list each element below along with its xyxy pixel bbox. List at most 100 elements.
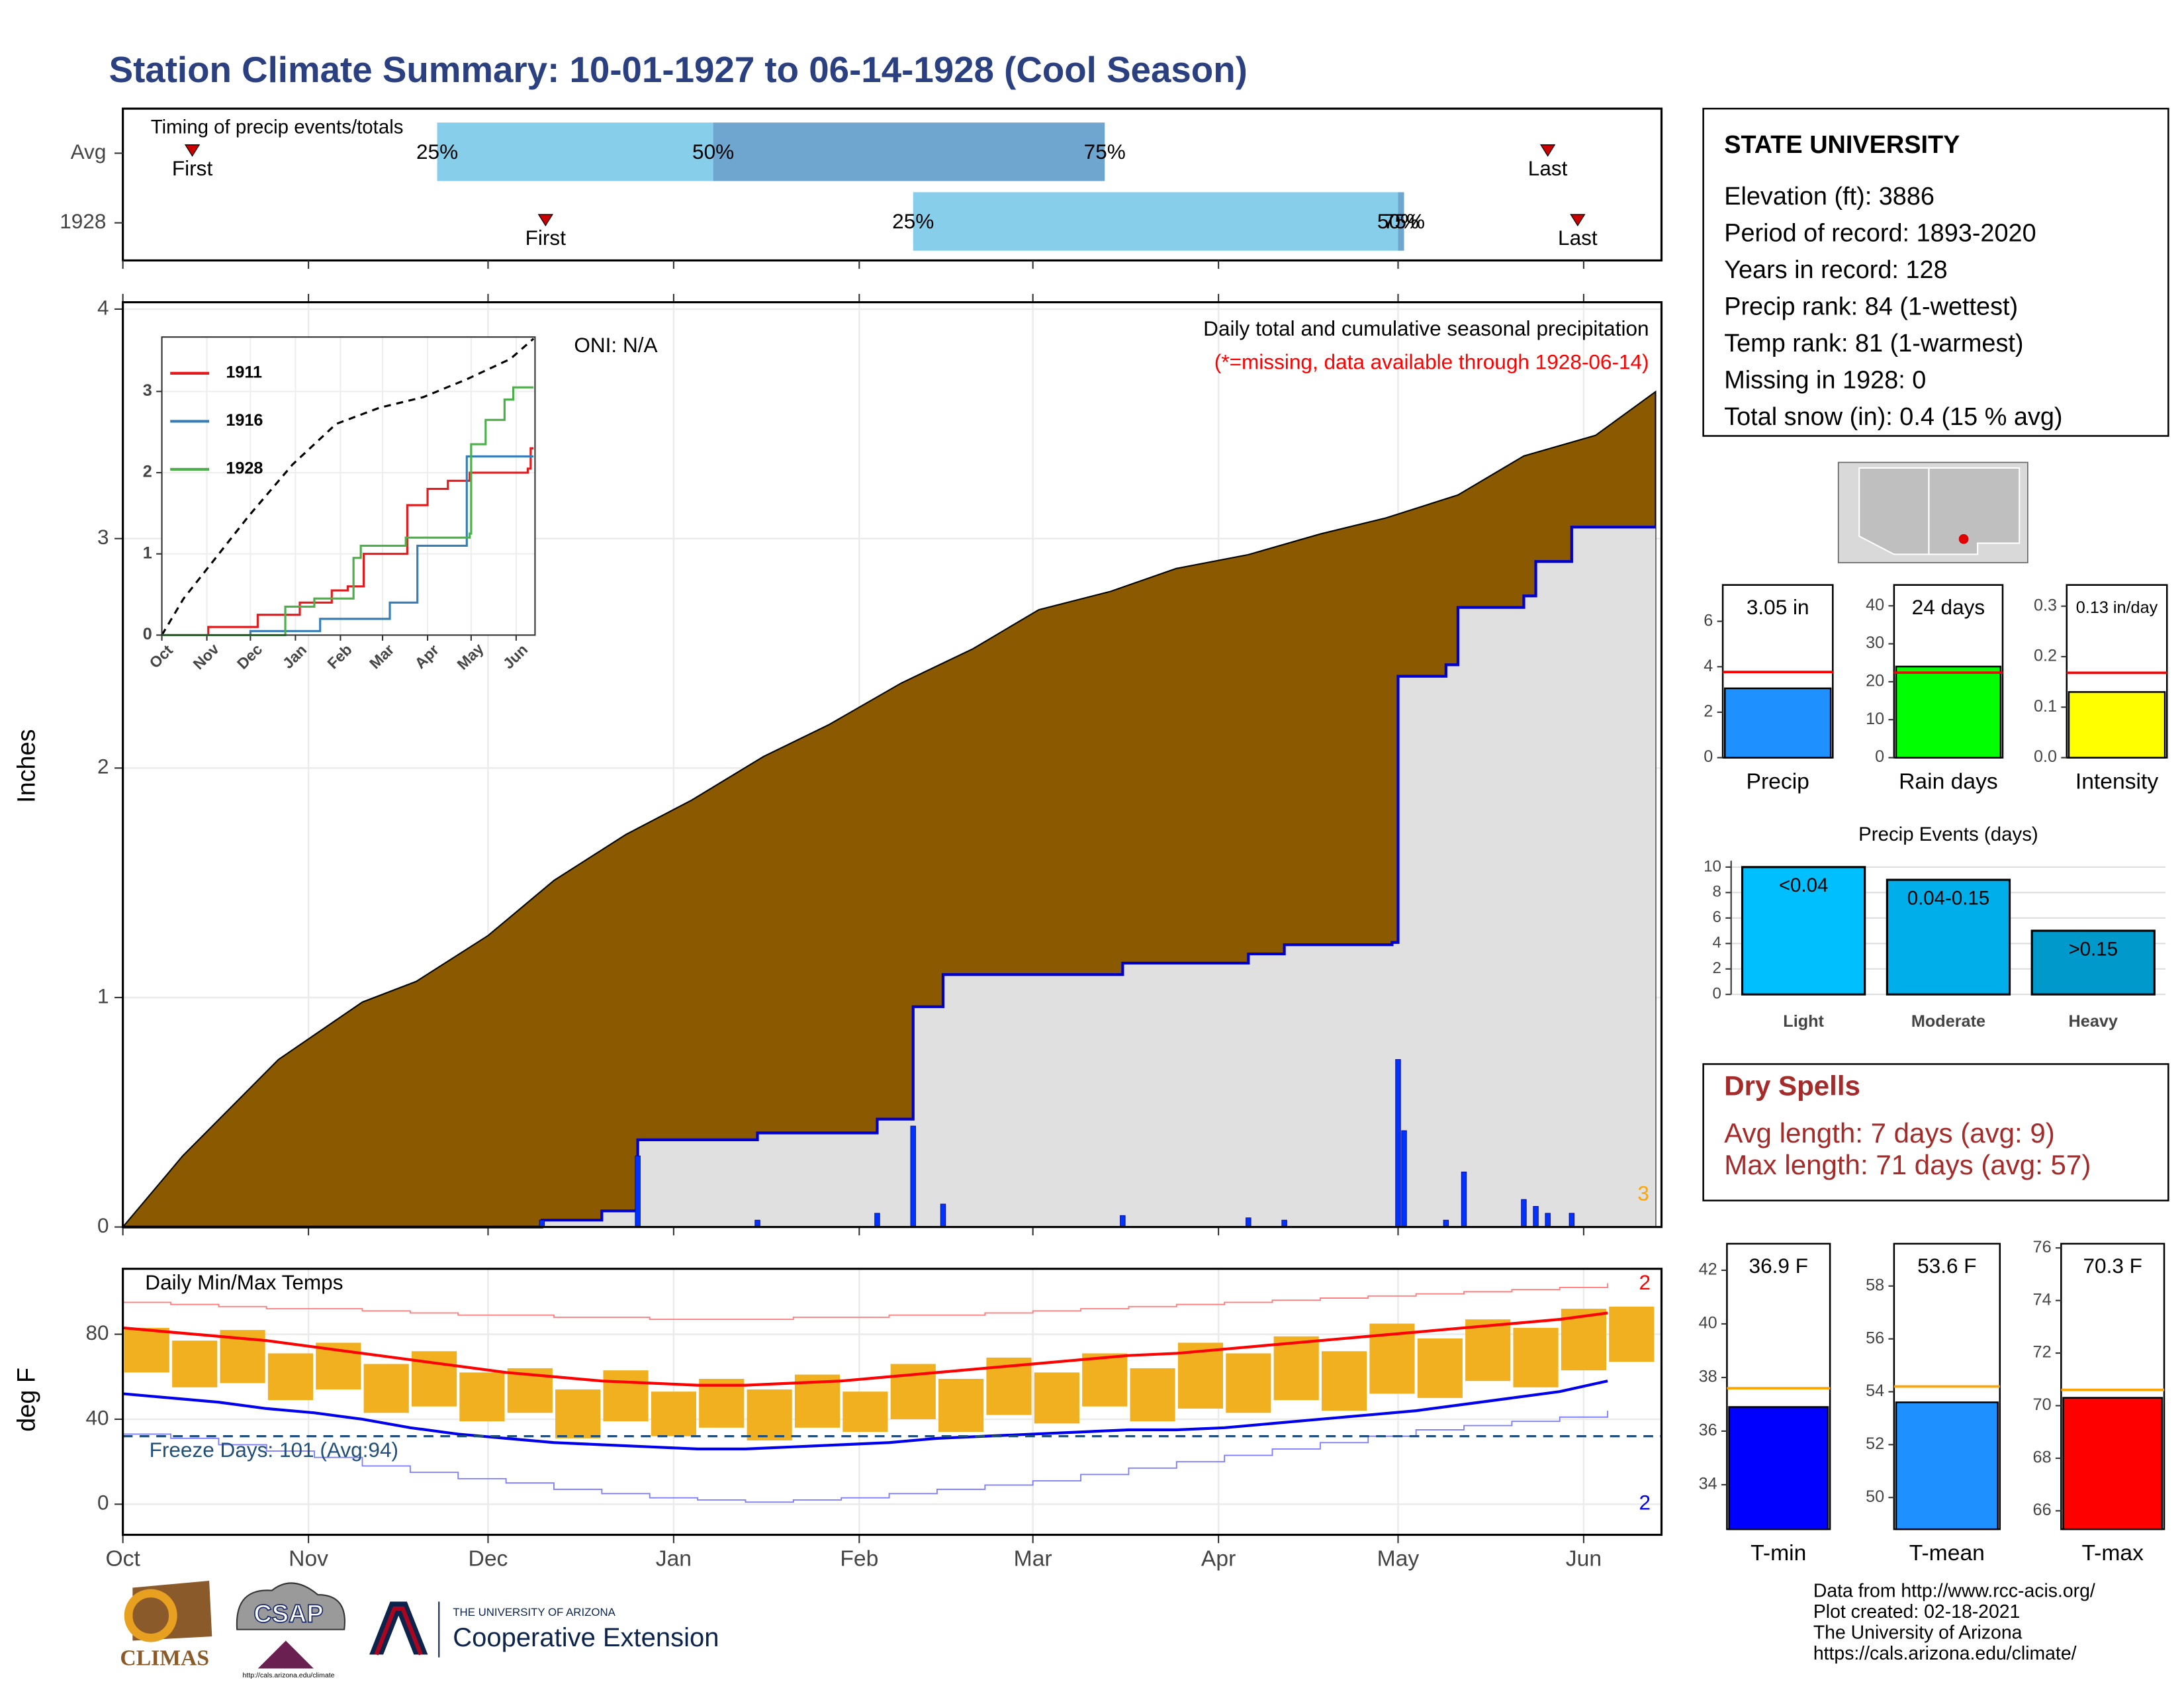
daily-temp-bar	[363, 1364, 409, 1413]
y-tick-label: 10	[1866, 710, 1884, 728]
x-axis-label: T-max	[2081, 1541, 2144, 1566]
page-title: Station Climate Summary: 10-01-1927 to 0…	[109, 49, 1248, 90]
daily-temp-bar	[1465, 1319, 1511, 1382]
missing-note: (*=missing, data available through 1928-…	[1214, 350, 1649, 373]
daily-temp-bar	[124, 1327, 169, 1373]
x-tick-label: Heavy	[2069, 1012, 2118, 1031]
csap-cloud	[236, 1582, 345, 1630]
daily-precip-bar	[1401, 1130, 1407, 1228]
y-tick-label: 40	[1699, 1314, 1717, 1333]
x-axis-label: Precip	[1746, 769, 1809, 794]
mini-bar	[1895, 1401, 1999, 1530]
y-tick-label: 66	[2033, 1501, 2052, 1519]
mini-bar	[1895, 665, 2002, 759]
y-tick-label: 0	[97, 1213, 109, 1237]
event-bar	[2030, 929, 2156, 996]
y-tick-label: 0	[1704, 747, 1713, 766]
x-tick-label: Apr	[1201, 1546, 1236, 1571]
station-box	[1702, 107, 2169, 437]
daily-temp-bar	[699, 1378, 745, 1428]
record-min-line	[122, 1411, 1609, 1503]
y-tick-label: 58	[1866, 1276, 1884, 1294]
x-tick-label: Nov	[289, 1546, 328, 1571]
y-tick-label: 70	[2033, 1395, 2052, 1414]
y-tick-label: 6	[1704, 611, 1713, 630]
event-label: Last	[1528, 156, 1568, 180]
y-tick-label: 54	[1866, 1382, 1884, 1400]
daily-temp-bar	[459, 1372, 505, 1422]
x-axis-label: T-min	[1751, 1541, 1806, 1566]
series-line	[161, 447, 534, 636]
avg-max-line	[122, 1311, 1608, 1387]
series-line	[161, 386, 534, 636]
event-marker	[1539, 144, 1556, 157]
footer-line: The University of Arizona	[1813, 1622, 2023, 1643]
daily-temp-bar	[172, 1340, 218, 1387]
daily-temp-bar	[603, 1370, 649, 1422]
quartile-label: 75%	[1084, 140, 1126, 164]
station-line: Period of record: 1893-2020	[1724, 219, 2036, 247]
x-tick-label: Oct	[105, 1546, 140, 1571]
row-label: Avg	[71, 140, 107, 164]
climas-logo-text: CLIMAS	[120, 1646, 209, 1671]
chart-subtitle: Daily total and cumulative seasonal prec…	[1203, 316, 1649, 340]
ua-top-text: THE UNIVERSITY OF ARIZONA	[453, 1606, 615, 1618]
station-line: Years in record: 128	[1724, 256, 1947, 284]
dry-spells-title: Dry Spells	[1724, 1070, 1860, 1101]
y-tick-label: 0.2	[2034, 647, 2057, 665]
map-state	[1928, 467, 2021, 555]
locator-map	[1837, 461, 2028, 563]
daily-precip-bar	[910, 1125, 916, 1228]
daily-precip-bar	[1569, 1213, 1575, 1228]
y-tick-label: 76	[2033, 1238, 2052, 1256]
value-label: 3.05 in	[1747, 595, 1809, 619]
y-tick-label: 8	[1713, 883, 1721, 901]
y-tick-label: 0	[1713, 985, 1721, 1003]
quartile-bar	[1398, 192, 1404, 251]
footer-line: Plot created: 02-18-2021	[1813, 1601, 2021, 1622]
y-tick-label: 38	[1699, 1368, 1717, 1386]
event-label: First	[172, 156, 213, 180]
y-tick-label: 52	[1866, 1434, 1884, 1453]
value-label: 53.6 F	[1917, 1254, 1976, 1278]
legend-label: 1928	[226, 459, 263, 478]
y-tick-label: 6	[1713, 908, 1721, 926]
event-bar	[1741, 866, 1866, 996]
y-tick-label: 36	[1699, 1421, 1717, 1440]
y-tick-label: 2	[1704, 702, 1713, 721]
record-max-line	[122, 1283, 1609, 1321]
daily-temp-bar	[1513, 1327, 1559, 1387]
oni-label: ONI: N/A	[574, 333, 657, 357]
daily-precip-bar	[1521, 1199, 1527, 1228]
x-tick-label: Dec	[469, 1546, 508, 1571]
min-note: 2	[1639, 1491, 1651, 1515]
y-tick-label: 0	[1875, 747, 1884, 766]
logos: CLIMAS CSAP http://cals.arizona.edu/clim…	[120, 1580, 719, 1679]
daily-precip-bar	[1246, 1217, 1251, 1228]
daily-temp-bar	[1417, 1338, 1463, 1398]
daily-temp-bar	[1130, 1368, 1175, 1422]
csap-mountain	[257, 1640, 314, 1669]
daily-temp-bar	[938, 1378, 984, 1432]
map-state	[1858, 467, 1930, 555]
y-tick-label: 40	[86, 1405, 109, 1429]
station-line: Temp rank: 81 (1-warmest)	[1724, 330, 2023, 357]
y-tick-label: 10	[1704, 857, 1721, 875]
x-tick-label: Light	[1783, 1012, 1824, 1031]
y-tick-label: 68	[2033, 1448, 2052, 1467]
max-note: 2	[1639, 1270, 1651, 1294]
panel-title: Daily Min/Max Temps	[145, 1270, 343, 1294]
quartile-label: 50%	[692, 140, 734, 164]
value-label: 70.3 F	[2083, 1254, 2142, 1278]
daily-precip-bar	[940, 1203, 946, 1228]
daily-temp-bar	[1321, 1351, 1367, 1411]
ua-main-text: Cooperative Extension	[453, 1623, 719, 1652]
event-marker	[537, 214, 553, 227]
mini-bar	[1728, 1406, 1829, 1530]
cumulative-1928-line	[122, 526, 1656, 1229]
dry-spell-line: Max length: 71 days (avg: 57)	[1724, 1149, 2091, 1180]
x-tick-label: Mar	[1014, 1546, 1052, 1571]
daily-temp-bar	[1034, 1372, 1079, 1424]
daily-precip-bar	[1395, 1059, 1401, 1228]
